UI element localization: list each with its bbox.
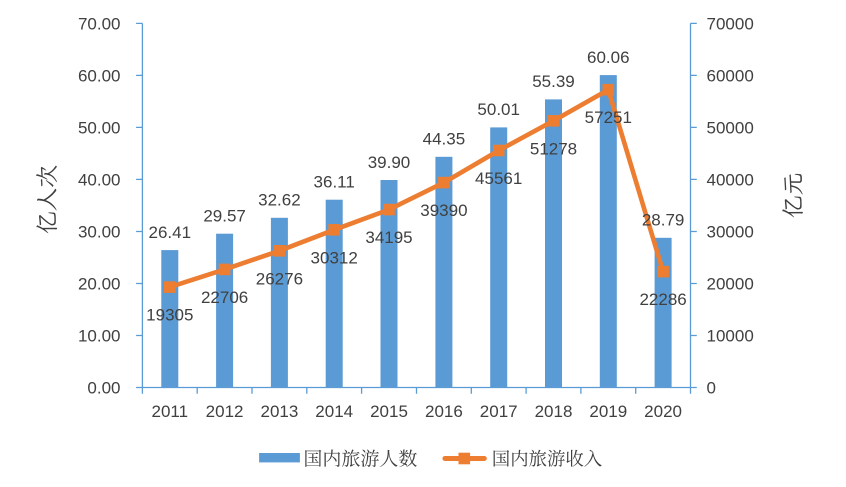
svg-text:34195: 34195 (365, 228, 412, 247)
svg-text:55.39: 55.39 (532, 72, 575, 91)
svg-text:45561: 45561 (475, 169, 522, 188)
svg-text:2020: 2020 (644, 402, 682, 421)
svg-text:57251: 57251 (585, 108, 632, 127)
svg-text:60000: 60000 (707, 67, 754, 86)
svg-text:28.79: 28.79 (642, 211, 685, 230)
svg-text:2019: 2019 (589, 402, 627, 421)
svg-text:30000: 30000 (707, 223, 754, 242)
svg-text:20.00: 20.00 (78, 275, 121, 294)
svg-text:50.01: 50.01 (477, 100, 520, 119)
svg-text:40.00: 40.00 (78, 171, 121, 190)
svg-text:51278: 51278 (530, 139, 577, 158)
svg-text:60.00: 60.00 (78, 67, 121, 86)
svg-text:29.57: 29.57 (203, 207, 246, 226)
svg-text:0.00: 0.00 (87, 379, 120, 398)
svg-text:2017: 2017 (480, 402, 518, 421)
svg-text:50000: 50000 (707, 119, 754, 138)
svg-text:22286: 22286 (639, 290, 686, 309)
svg-text:22706: 22706 (201, 288, 248, 307)
svg-text:26.41: 26.41 (149, 223, 192, 242)
svg-text:50.00: 50.00 (78, 119, 121, 138)
svg-text:39390: 39390 (420, 201, 467, 220)
svg-text:40000: 40000 (707, 171, 754, 190)
svg-text:2015: 2015 (370, 402, 408, 421)
svg-text:2018: 2018 (535, 402, 573, 421)
svg-text:30312: 30312 (311, 248, 358, 267)
svg-text:32.62: 32.62 (258, 191, 301, 210)
svg-text:36.11: 36.11 (314, 173, 355, 192)
svg-text:20000: 20000 (707, 275, 754, 294)
svg-text:60.06: 60.06 (587, 48, 630, 67)
svg-text:2013: 2013 (260, 402, 298, 421)
svg-text:39.90: 39.90 (368, 153, 411, 172)
svg-text:70.00: 70.00 (78, 15, 121, 34)
svg-text:70000: 70000 (707, 15, 754, 34)
svg-text:2014: 2014 (315, 402, 353, 421)
svg-text:19305: 19305 (146, 306, 193, 325)
svg-text:2016: 2016 (425, 402, 463, 421)
svg-text:26276: 26276 (256, 269, 303, 288)
svg-text:2012: 2012 (206, 402, 244, 421)
svg-text:30.00: 30.00 (78, 223, 121, 242)
svg-text:0: 0 (707, 379, 716, 398)
svg-text:44.35: 44.35 (423, 130, 466, 149)
svg-text:10000: 10000 (707, 327, 754, 346)
svg-text:10.00: 10.00 (78, 327, 121, 346)
svg-text:2011: 2011 (152, 402, 189, 421)
